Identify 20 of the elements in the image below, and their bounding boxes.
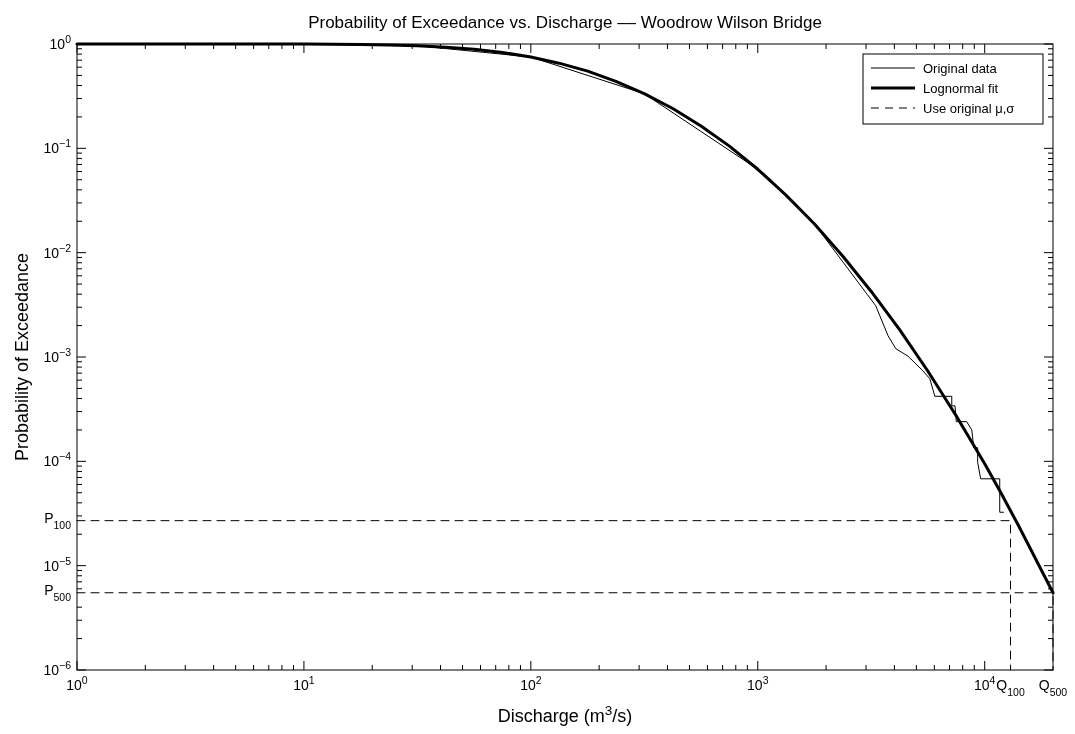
y-tick-label: 10$^{−5}$ xyxy=(43,554,72,574)
y-tick-label: 10$^{−3}$ xyxy=(43,346,72,365)
x-axis-title: Discharge (m$^{3}$/s) xyxy=(497,702,633,726)
annotation: Q$_{100}$ xyxy=(996,677,1025,698)
y-tick-label: 10$^{−2}$ xyxy=(43,241,72,261)
legend-label: Lognormal fit xyxy=(923,81,999,96)
annotation: P$_{500}$ xyxy=(44,581,72,603)
x-tick-label: 10$^{2}$ xyxy=(520,674,542,693)
y-tick-label: 10$^{0}$ xyxy=(49,33,72,52)
y-axis-title: Probability of Exceedance xyxy=(12,252,32,462)
x-tick-label: 10$^{3}$ xyxy=(747,674,769,693)
x-tick-label: 10$^{1}$ xyxy=(293,674,315,693)
annotation: Q$_{500}$ xyxy=(1038,677,1068,698)
y-tick-label: 10$^{−4}$ xyxy=(43,450,72,470)
annotation: P$_{100}$ xyxy=(44,509,72,531)
y-tick-label: 10$^{−1}$ xyxy=(43,137,72,157)
legend-label: Original data xyxy=(923,61,998,76)
legend-label: Use original μ,σ xyxy=(923,101,1015,116)
chart-title: Probability of Exceedance vs. Discharge –– Woodrow Wilson Bridge xyxy=(308,13,822,32)
x-tick-label: 10$^{4}$ xyxy=(973,674,996,693)
